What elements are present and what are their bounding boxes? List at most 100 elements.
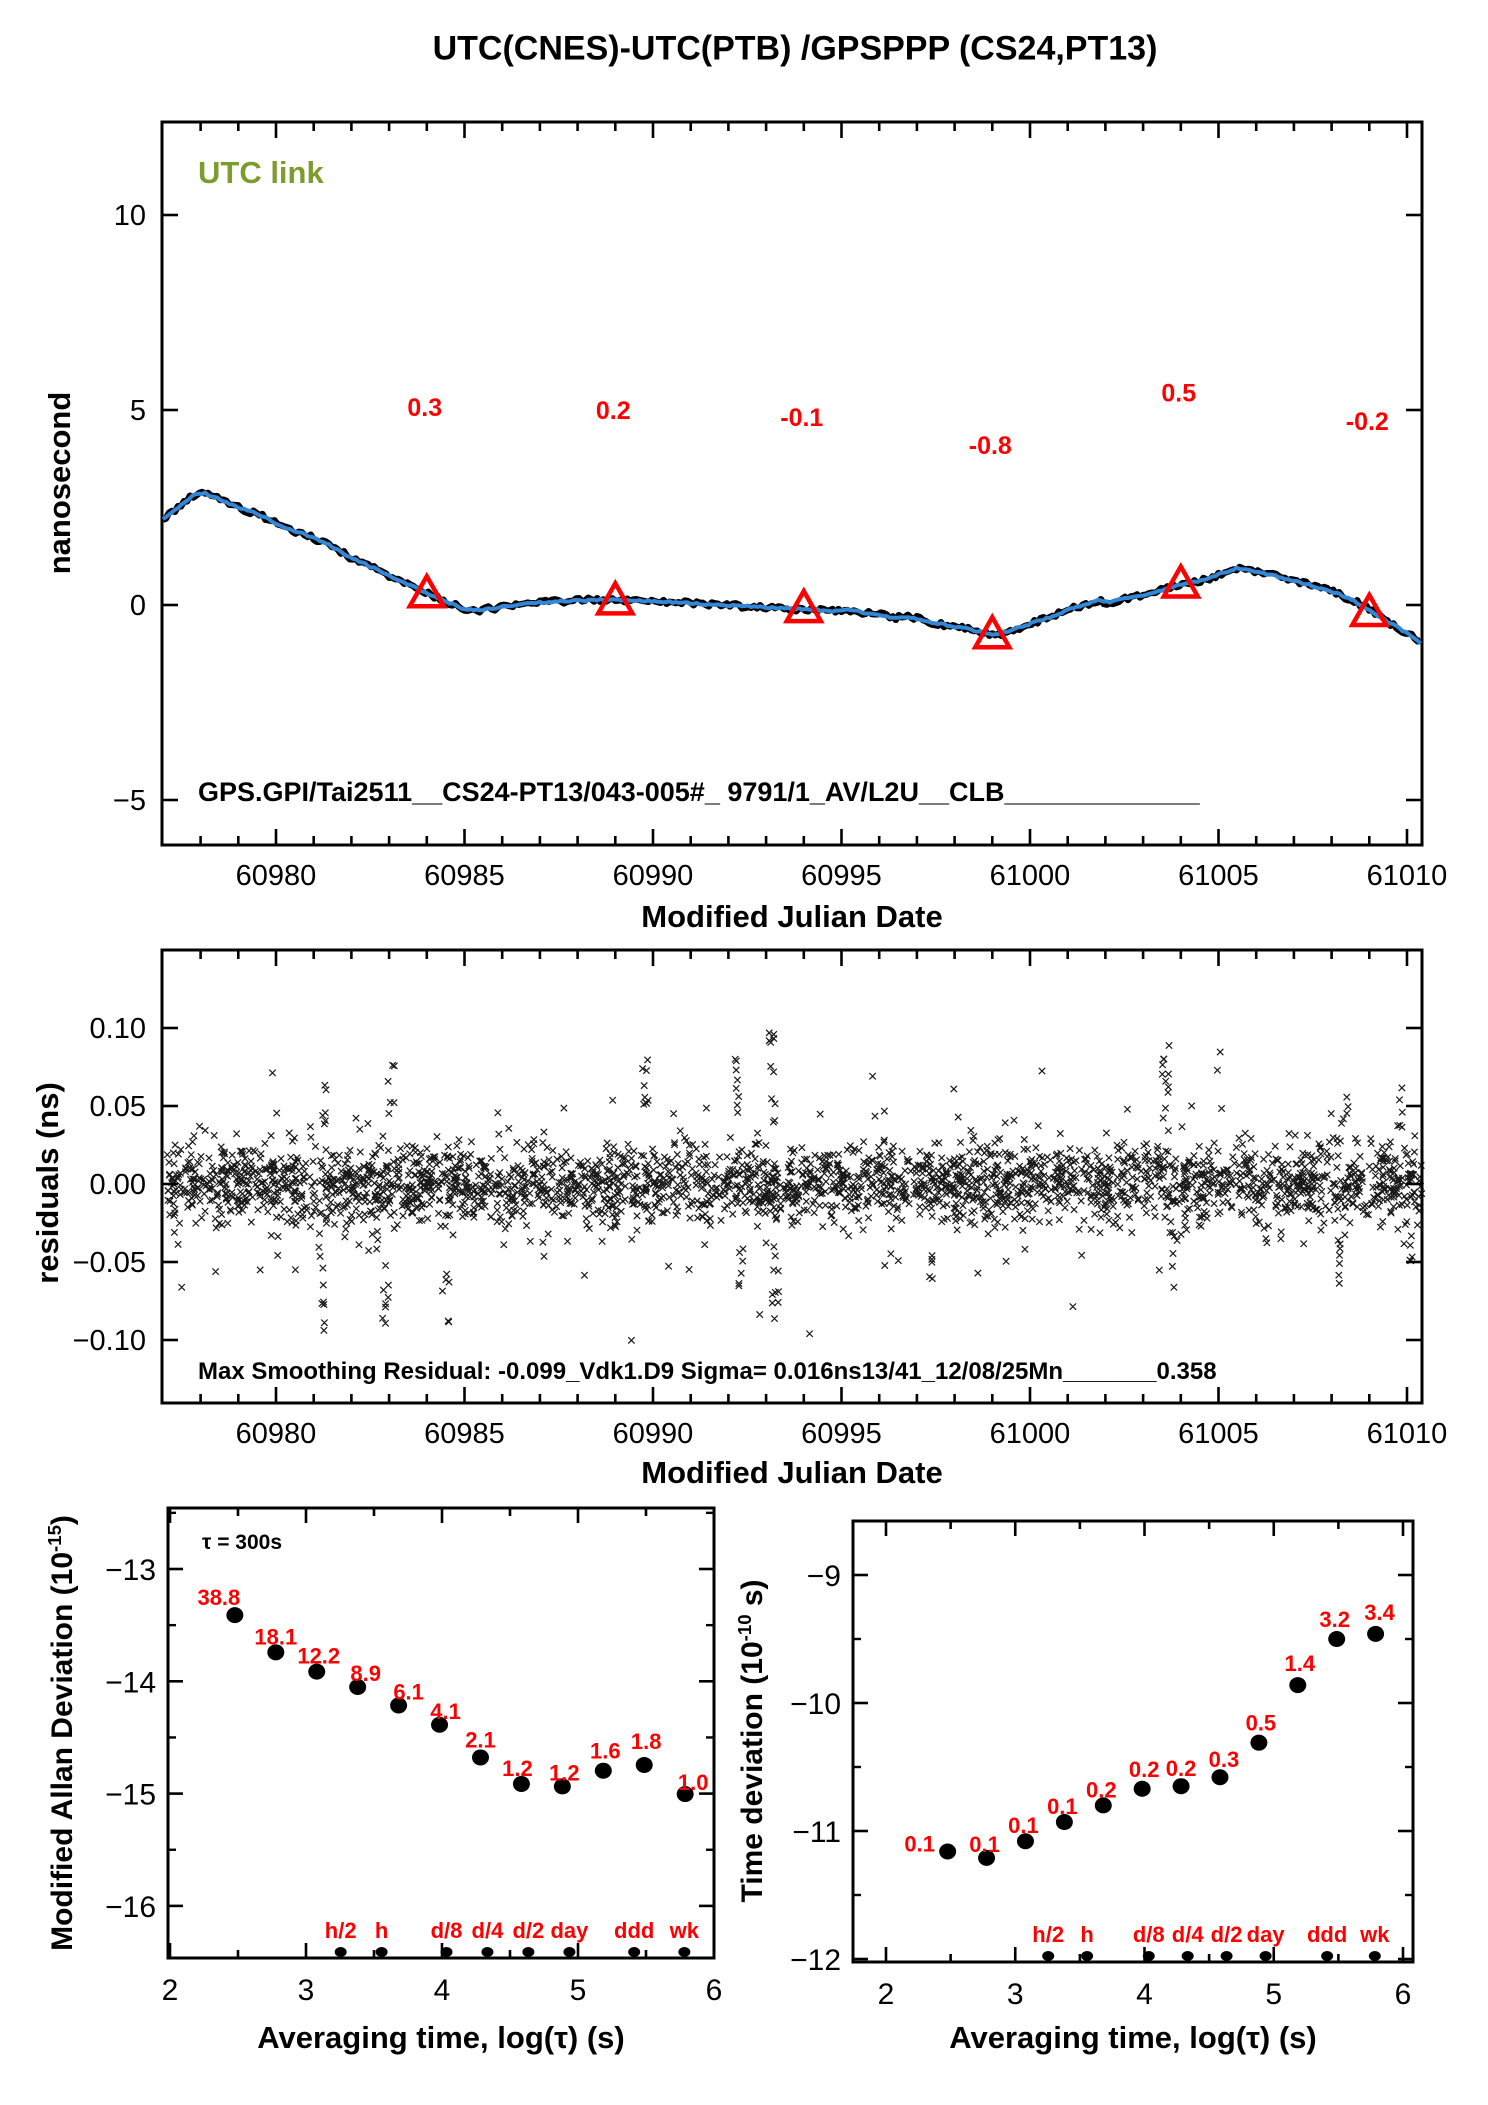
tdev-data-point [939,1843,957,1860]
tdev-ref-mark [1181,1951,1194,1961]
tdev-ref-mark [1081,1951,1094,1961]
chart-title: UTC(CNES)-UTC(PTB) /GPSPPP (CS24,PT13) [432,29,1158,68]
mdev-y-axis-exp: -15 [44,1525,65,1552]
mdev-ref-mark [440,1947,453,1957]
tdev-data-point [978,1849,996,1866]
mdev-value-label: 1.0 [678,1770,709,1795]
calibration-triangle-marker [594,578,637,616]
tdev-value-label: 0.1 [904,1831,935,1856]
mdev-ref-label: ddd [614,1918,654,1943]
x-tick-label: 60980 [236,1418,317,1450]
tdev-data-point [1016,1833,1034,1850]
tdev-data-point [1211,1769,1229,1786]
residuals-frame [160,948,1424,1405]
tdev-value-label: 0.2 [1129,1757,1160,1782]
mdev-y-axis-close: ) [46,1515,79,1526]
mdev-ref-mark [522,1947,535,1957]
mdev-value-label: 6.1 [393,1679,424,1704]
x-tick-label: 4 [434,1974,451,2007]
offset-value-label: 0.3 [407,394,442,422]
mdev-ref-label: d/4 [472,1918,505,1943]
mdev-data-point [431,1716,449,1733]
x-tick-label: 60985 [424,860,505,892]
x-tick-label: 2 [162,1974,179,2007]
mdev-value-label: 1.2 [502,1756,533,1781]
mdev-value-label: 12.2 [297,1644,340,1669]
calibration-triangle-marker [1159,561,1202,599]
tdev-ref-label: wk [1359,1922,1390,1947]
tdev-ref-mark [1368,1951,1381,1961]
mdev-ref-mark [563,1947,576,1957]
y-tick-label: −12 [790,1944,841,1977]
calibration-triangle-marker [782,586,825,624]
x-tick-label: 61010 [1367,1418,1448,1450]
residual-scatter [163,1029,1426,1345]
mdev-ref-mark [678,1947,691,1957]
mdev-data-point [308,1663,326,1680]
y-tick-label: 0.00 [90,1169,146,1201]
mdev-ref-label: day [550,1918,589,1943]
tdev-data-point [1055,1814,1073,1831]
tdev-data-point [1094,1797,1112,1814]
x-tick-label: 61000 [990,1418,1071,1450]
tdev-value-label: 0.1 [1008,1813,1039,1838]
offset-value-label: 0.2 [596,397,631,425]
y-tick-label: −5 [113,785,146,817]
mdev-data-point [512,1775,530,1792]
x-tick-label: 3 [1007,1978,1024,2011]
mdev-value-label: 18.1 [254,1624,297,1649]
residual-annotation: Max Smoothing Residual: -0.099_Vdk1.D9 S… [198,1358,1217,1385]
tdev-ref-label: d/2 [1211,1922,1243,1947]
tdev-ref-label: d/4 [1172,1922,1205,1947]
x-tick-label: 60990 [613,860,694,892]
mdev-ref-label: h/2 [325,1918,357,1943]
tdev-ref-label: h/2 [1032,1922,1064,1947]
mdev-value-label: 1.2 [549,1760,580,1785]
tdev-ref-mark [1220,1951,1233,1961]
calibration-triangle-marker [1348,590,1391,628]
mdev-y-axis-title: Modified Allan Deviation (10-15) [44,1515,80,1951]
x-tick-label: 6 [706,1974,723,2007]
tdev-value-label: 0.3 [1209,1747,1240,1772]
tdev-y-axis-close: s) [736,1579,769,1615]
mdev-x-axis-title: Averaging time, log(τ) (s) [257,2020,625,2055]
utc-link-frame [160,120,1424,847]
mdev-ref-mark [334,1947,347,1957]
y-tick-label: −0.05 [73,1247,146,1279]
x-tick-label: 60995 [801,1418,882,1450]
mdev-ref-mark [481,1947,494,1957]
mdev-ref-mark [628,1947,641,1957]
tdev-y-axis-title-main: Time deviation (10 [736,1641,769,1903]
tdev-data-point [1328,1631,1346,1647]
x-tick-label: 4 [1136,1978,1153,2011]
mdev-data-point [390,1697,408,1714]
y-tick-label: 5 [130,395,146,427]
x-tick-label: 5 [1265,1978,1282,2011]
mdev-data-point [349,1679,367,1696]
tdev-data-point [1133,1780,1151,1797]
tdev-frame [851,1519,1415,1964]
tdev-data-point [1172,1778,1190,1795]
tdev-ref-label: ddd [1307,1922,1347,1947]
x-tick-label: 2 [878,1978,895,2011]
tdev-value-label: 0.1 [969,1832,1000,1857]
y-tick-label: 0 [130,590,146,622]
x-tick-label: 60985 [424,1418,505,1450]
tdev-data-point [1289,1677,1307,1694]
residuals-y-axis-title: residuals (ns) [30,1082,65,1284]
tdev-value-label: 1.4 [1284,1651,1315,1676]
mdev-value-label: 38.8 [197,1585,240,1610]
mdev-data-point [676,1786,694,1803]
x-tick-label: 3 [298,1974,315,2007]
mdev-data-point [594,1762,612,1779]
calibration-triangle-marker [405,571,448,609]
residuals-x-axis-title: Modified Julian Date [641,1455,943,1490]
x-tick-label: 5 [570,1974,587,2007]
tdev-value-label: 0.2 [1166,1756,1197,1781]
tdev-ref-mark [1321,1951,1334,1961]
mdev-ref-label: wk [669,1918,700,1943]
y-tick-label: 0.10 [90,1013,146,1045]
mdev-y-axis-title-main: Modified Allan Deviation (10 [46,1551,79,1951]
mdev-data-point [267,1644,285,1661]
